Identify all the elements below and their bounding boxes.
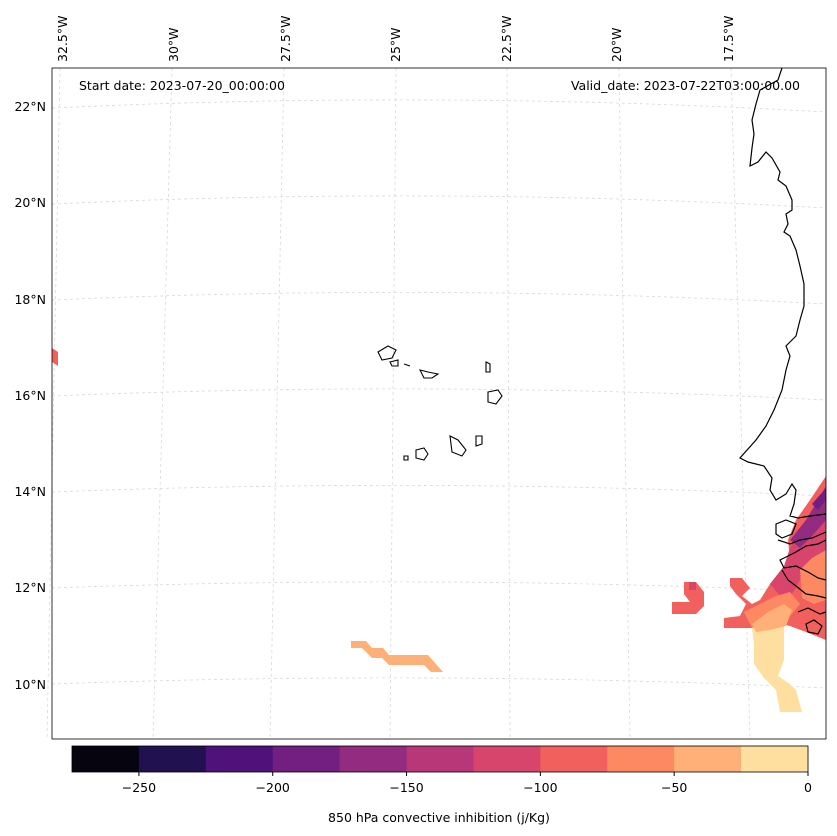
border-river-1 xyxy=(779,539,827,581)
parallel-16n xyxy=(51,388,827,401)
longitude-labels: 32.5°W 30°W 27.5°W 25°W 22.5°W 20°W 17.5… xyxy=(55,16,736,62)
colorbar-swatch xyxy=(674,746,742,772)
coastline-islands-bijagos xyxy=(805,619,823,635)
colorbar-swatch xyxy=(205,746,274,772)
island-fogo xyxy=(415,447,429,461)
colorbar-swatch xyxy=(72,746,140,772)
cin-patch-coastal-orange xyxy=(800,550,826,604)
coastline-mainland xyxy=(739,67,827,519)
meridian-30w xyxy=(152,67,173,740)
border-senegal xyxy=(777,531,827,545)
island-santa-luzia xyxy=(403,363,411,367)
lon-label-27-5w: 27.5°W xyxy=(278,16,293,62)
island-sao-nicolau xyxy=(418,369,440,379)
lat-label-16n: 16°N xyxy=(14,388,46,403)
cin-patch-west xyxy=(52,348,58,366)
lat-label-18n: 18°N xyxy=(14,292,46,307)
lon-label-17-5w: 17.5°W xyxy=(721,16,736,62)
colorbar-swatches xyxy=(72,746,809,772)
island-maio xyxy=(475,435,483,447)
lon-label-20w: 20°W xyxy=(609,27,624,62)
parallel-20n xyxy=(51,195,827,209)
cin-patch-south xyxy=(351,641,443,672)
coastline-guinea xyxy=(781,569,827,599)
island-brava xyxy=(403,455,409,461)
island-sao-vicente xyxy=(389,359,399,367)
island-boa-vista xyxy=(487,389,503,405)
coastline-gambia xyxy=(775,519,797,539)
cin-patch-light-orange xyxy=(752,604,792,632)
meridian-20w xyxy=(618,67,631,740)
colorbar-title: 850 hPa convective inhibition (j/Kg) xyxy=(328,810,550,825)
lon-label-30w: 30°W xyxy=(166,27,181,62)
start-date-label: Start date: 2023-07-20_00:00:00 xyxy=(79,78,285,93)
cape-verde-islands xyxy=(377,345,503,461)
colorbar-swatch xyxy=(138,746,207,772)
latitude-labels: 22°N 20°N 18°N 16°N 14°N 12°N 10°N xyxy=(14,99,46,692)
parallel-10n xyxy=(51,677,827,689)
colorbar-swatch xyxy=(339,746,408,772)
cin-patch-pale-tongue xyxy=(752,622,802,712)
parallel-22n xyxy=(51,99,827,113)
colorbar-tick-label: −50 xyxy=(661,780,687,795)
island-santo-antao xyxy=(377,345,397,361)
coastlines xyxy=(739,67,827,635)
lon-label-25w: 25°W xyxy=(388,27,403,62)
colorbar-swatch xyxy=(473,746,541,772)
parallel-14n xyxy=(51,484,827,497)
parallel-18n xyxy=(51,292,827,305)
colorbar-tick-label: −250 xyxy=(122,780,156,795)
map-background xyxy=(52,68,826,739)
valid-date-label: Valid_date: 2023-07-22T03:00:00.00 xyxy=(571,78,800,93)
meridian-32-5w xyxy=(46,67,61,740)
lon-label-32-5w: 32.5°W xyxy=(55,16,70,62)
lat-label-14n: 14°N xyxy=(14,484,46,499)
colorbar-tick-label: −150 xyxy=(389,780,423,795)
colorbar-swatch xyxy=(607,746,675,772)
lat-label-10n: 10°N xyxy=(14,677,46,692)
colorbar: −250 −200 −150 −100 −50 0 850 hPa convective … xyxy=(71,745,812,825)
colorbar-ticks: −250 −200 −150 −100 −50 0 xyxy=(122,772,812,795)
colorbar-outline xyxy=(71,745,809,773)
coastline-bissau xyxy=(797,607,827,615)
island-santiago xyxy=(449,435,467,457)
cin-patch-coastal-violet xyxy=(812,488,826,510)
colorbar-tick-label: 0 xyxy=(804,780,812,795)
island-sal xyxy=(485,361,491,373)
map-panel: Start date: 2023-07-20_00:00:00 Valid_da… xyxy=(46,67,827,740)
cin-patch-coastal-purple xyxy=(790,486,826,548)
lon-label-22-5w: 22.5°W xyxy=(499,16,514,62)
colorbar-tick-label: −200 xyxy=(256,780,290,795)
cin-patch-east-1b xyxy=(689,582,696,590)
colorbar-swatch xyxy=(406,746,474,772)
lat-label-20n: 20°N xyxy=(14,195,46,210)
colorbar-swatch xyxy=(272,746,341,772)
map-frame xyxy=(51,67,827,740)
meridian-27-5w xyxy=(269,67,285,740)
colorbar-swatch xyxy=(741,746,809,772)
parallel-12n xyxy=(51,581,827,593)
colorbar-tick-label: −100 xyxy=(523,780,557,795)
lat-label-12n: 12°N xyxy=(14,580,46,595)
lat-label-22n: 22°N xyxy=(14,99,46,114)
meridian-22-5w xyxy=(506,67,511,740)
meridian-25w xyxy=(389,67,397,740)
colorbar-swatch xyxy=(540,746,608,772)
